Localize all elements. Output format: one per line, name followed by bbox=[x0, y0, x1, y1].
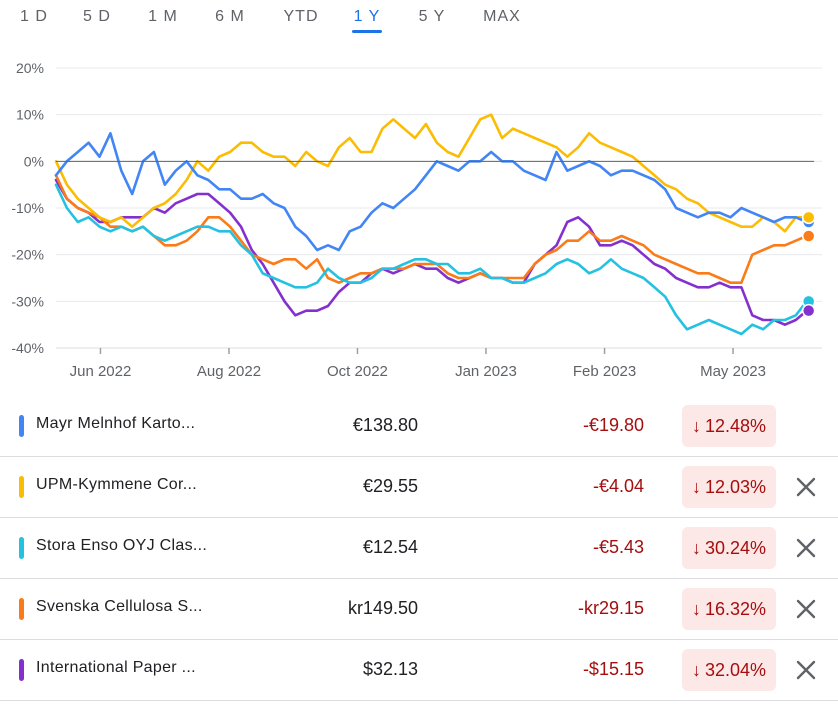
series-color-swatch bbox=[19, 476, 24, 498]
stock-price: €138.80 bbox=[352, 415, 418, 435]
percent-change-badge: ↓ 30.24% bbox=[681, 527, 776, 569]
series-end-dot bbox=[801, 229, 816, 243]
close-icon[interactable] bbox=[794, 536, 818, 560]
price-change: -€5.43 bbox=[592, 537, 644, 557]
close-icon[interactable] bbox=[794, 597, 818, 621]
x-tick-label: Feb 2023 bbox=[573, 363, 636, 380]
stock-price: €12.54 bbox=[362, 537, 418, 557]
series-end-dot bbox=[801, 303, 816, 318]
percent-change-badge: ↓ 16.32% bbox=[681, 588, 776, 630]
y-tick-label: -10% bbox=[11, 200, 44, 216]
tab-max[interactable]: MAX bbox=[483, 8, 521, 25]
y-tick-label: -20% bbox=[11, 247, 44, 263]
stock-name: International Paper ... bbox=[36, 659, 196, 676]
x-tick-label: Oct 2022 bbox=[327, 363, 388, 380]
close-icon[interactable] bbox=[794, 658, 818, 682]
close-icon-glyph bbox=[796, 599, 816, 619]
comparison-row[interactable]: Svenska Cellulosa S... kr149.50 -kr29.15 ↓ 1… bbox=[0, 579, 838, 640]
comparison-row[interactable]: Mayr Melnhof Karto... €138.80 -€19.80 ↓ 12.4… bbox=[0, 396, 838, 457]
percent-change-value: 12.48% bbox=[704, 416, 766, 436]
y-tick-label: -30% bbox=[11, 293, 44, 309]
price-change: -€19.80 bbox=[582, 415, 644, 435]
close-icon[interactable] bbox=[794, 475, 818, 499]
price-change: -$15.15 bbox=[582, 659, 644, 679]
series-color-swatch bbox=[19, 659, 24, 681]
y-tick-label: 10% bbox=[16, 107, 44, 123]
chart-svg: 20% 10% 0% -10% -20% -30% -40% Jun 2022 Aug 2022… bbox=[11, 60, 822, 380]
close-icon-glyph bbox=[796, 538, 816, 558]
stock-name: Mayr Melnhof Karto... bbox=[36, 415, 196, 432]
x-tick-label: Aug 2022 bbox=[197, 363, 261, 380]
percent-change-value: 32.04% bbox=[704, 660, 766, 680]
series-color-swatch bbox=[19, 537, 24, 559]
close-icon-glyph bbox=[796, 477, 816, 497]
tab-1y[interactable]: 1 Y bbox=[353, 8, 381, 25]
percent-change-value: 30.24% bbox=[704, 538, 766, 558]
y-tick-label: 0% bbox=[24, 153, 44, 169]
price-change: -€4.04 bbox=[592, 476, 644, 496]
series-line bbox=[54, 178, 808, 326]
percent-change-badge: ↓ 12.48% bbox=[681, 405, 776, 447]
stock-price: kr149.50 bbox=[347, 598, 418, 618]
tab-1m[interactable]: 1 M bbox=[148, 8, 178, 25]
arrow-down-icon: ↓ bbox=[691, 660, 701, 680]
comparison-chart: 20% 10% 0% -10% -20% -30% -40% Jun 2022 Aug 2022… bbox=[0, 44, 838, 390]
stock-name: Svenska Cellulosa S... bbox=[36, 598, 203, 615]
active-tab-indicator bbox=[352, 30, 382, 33]
percent-change-value: 12.03% bbox=[704, 477, 766, 497]
arrow-down-icon: ↓ bbox=[691, 538, 701, 558]
series-line bbox=[54, 183, 808, 336]
series-line bbox=[54, 113, 808, 233]
comparison-row[interactable]: UPM-Kymmene Cor... €29.55 -€4.04 ↓ 12.03% bbox=[0, 457, 838, 518]
series-line bbox=[54, 132, 808, 252]
stock-price: $32.13 bbox=[362, 659, 418, 679]
comparison-row[interactable]: Stora Enso OYJ Clas... €12.54 -€5.43 ↓ 30.24… bbox=[0, 518, 838, 579]
series-line bbox=[54, 174, 808, 284]
stock-price: €29.55 bbox=[362, 476, 418, 496]
y-tick-label: -40% bbox=[11, 340, 44, 356]
tab-5y[interactable]: 5 Y bbox=[418, 8, 446, 25]
close-icon-glyph bbox=[796, 660, 816, 680]
x-tick-label: May 2023 bbox=[700, 363, 766, 380]
x-tick-label: Jan 2023 bbox=[455, 363, 517, 380]
tab-ytd[interactable]: YTD bbox=[283, 8, 319, 25]
price-change: -kr29.15 bbox=[577, 598, 644, 618]
time-range-tabs: 1 D 5 D 1 M 6 M YTD 1 Y 5 Y MAX bbox=[0, 0, 838, 40]
percent-change-value: 16.32% bbox=[704, 599, 766, 619]
x-tick-label: Jun 2022 bbox=[70, 363, 132, 380]
stock-name: UPM-Kymmene Cor... bbox=[36, 476, 197, 493]
tab-5d[interactable]: 5 D bbox=[83, 8, 111, 25]
tab-6m[interactable]: 6 M bbox=[215, 8, 245, 25]
percent-change-badge: ↓ 32.04% bbox=[681, 649, 776, 691]
series-end-dot bbox=[801, 210, 816, 225]
y-tick-label: 20% bbox=[16, 60, 44, 76]
percent-change-badge: ↓ 12.03% bbox=[681, 466, 776, 508]
arrow-down-icon: ↓ bbox=[691, 599, 701, 619]
tab-1d[interactable]: 1 D bbox=[20, 8, 48, 25]
comparison-row[interactable]: International Paper ... $32.13 -$15.15 ↓ 32.… bbox=[0, 640, 838, 701]
series-color-swatch bbox=[19, 415, 24, 437]
series-color-swatch bbox=[19, 598, 24, 620]
stock-name: Stora Enso OYJ Clas... bbox=[36, 537, 208, 554]
arrow-down-icon: ↓ bbox=[691, 477, 701, 497]
arrow-down-icon: ↓ bbox=[691, 416, 701, 436]
